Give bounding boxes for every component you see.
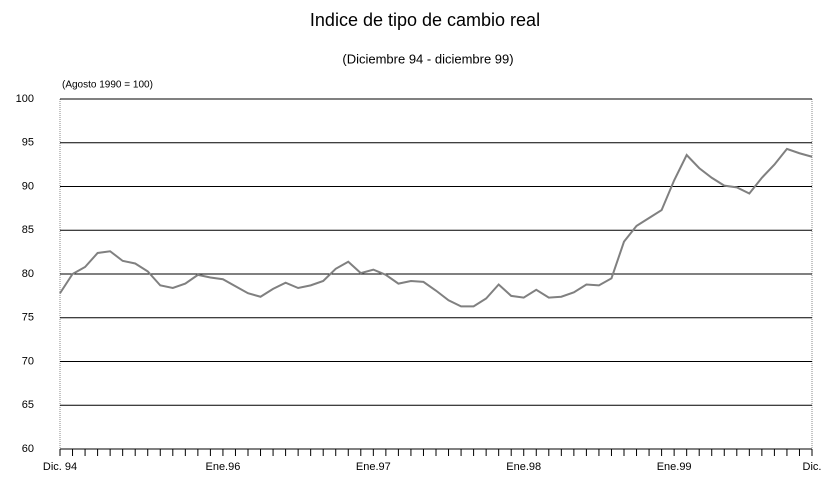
x-tick-label: Ene.96: [205, 461, 240, 473]
y-tick-label: 60: [22, 443, 34, 455]
x-tick-label: Ene.99: [657, 461, 692, 473]
y-tick-label: 70: [22, 355, 34, 367]
y-tick-label: 85: [22, 224, 34, 236]
chart-subtitle: (Diciembre 94 - diciembre 99): [342, 51, 513, 66]
chart-title: Indice de tipo de cambio real: [310, 10, 540, 30]
y-tick-label: 80: [22, 268, 34, 280]
annotation: (Agosto 1990 = 100): [62, 80, 153, 91]
x-tick-label: Ene.98: [506, 461, 541, 473]
y-tick-label: 65: [22, 399, 34, 411]
y-tick-label: 75: [22, 312, 34, 324]
x-tick-label: Dic. 94: [43, 461, 77, 473]
x-tick-label: Ene.97: [356, 461, 391, 473]
x-tick-label: Dic.: [803, 461, 822, 473]
y-tick-label: 100: [16, 93, 34, 105]
y-tick-label: 90: [22, 180, 34, 192]
data-line: [59, 147, 813, 308]
y-tick-label: 95: [22, 137, 34, 149]
